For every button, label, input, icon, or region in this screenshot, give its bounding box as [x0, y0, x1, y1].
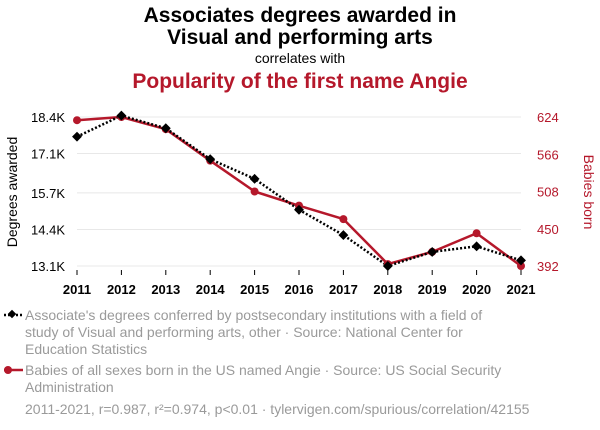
right-tick-label: 508 — [537, 185, 559, 200]
series-1-point — [116, 110, 127, 121]
series-2-point — [250, 187, 259, 196]
x-tick-label: 2021 — [507, 282, 536, 297]
x-tick-label: 2014 — [196, 282, 226, 297]
series-2-point — [517, 262, 525, 270]
series-lines — [76, 114, 522, 268]
footer-stats: 2011-2021, r=0.987, r²=0.974, p<0.01 · t… — [25, 401, 530, 417]
left-tick-label: 13.1K — [31, 259, 65, 274]
right-axis-ticks: 392 450 508 566 624 — [537, 110, 559, 274]
x-tick-label: 2011 — [63, 282, 91, 297]
chart-title-line-2: Visual and performing arts — [167, 26, 433, 49]
legend-marker-series-2 — [4, 366, 12, 374]
left-tick-label: 14.4K — [31, 222, 65, 237]
chart-title-line-1: Associates degrees awarded in — [144, 4, 457, 27]
x-tick-label: 2020 — [462, 282, 491, 297]
chart-title-second: Popularity of the first name Angie — [132, 70, 467, 93]
left-axis-label: Degrees awarded — [4, 137, 20, 248]
x-tick-label: 2019 — [418, 282, 447, 297]
series-1-point — [249, 173, 260, 184]
left-tick-label: 15.7K — [31, 186, 65, 201]
legend-item-2-line-1: Babies of all sexes born in the US named… — [25, 362, 501, 378]
right-tick-label: 624 — [537, 110, 559, 125]
x-tick-label: 2013 — [151, 282, 180, 297]
right-tick-label: 392 — [537, 259, 559, 274]
right-axis-label: Babies born — [581, 155, 597, 230]
x-axis-ticks: 2011 2012 2013 2014 2015 2016 2017 2018 2019 2020… — [63, 270, 536, 297]
series-2-point — [73, 116, 81, 125]
right-tick-label: 450 — [537, 222, 559, 237]
series-1-point — [72, 131, 82, 142]
legend-marker-series-1 — [7, 309, 17, 319]
series-1-point — [427, 246, 438, 257]
legend-item-1-line-2: study of Visual and performing arts, oth… — [25, 324, 463, 340]
legend-item-1-line-1: Associate's degrees conferred by postsec… — [25, 307, 482, 323]
series-2-point — [339, 215, 348, 224]
x-tick-label: 2018 — [373, 282, 402, 297]
series-1-point — [205, 154, 216, 165]
connector-text: correlates with — [255, 50, 345, 66]
series-1-point — [471, 241, 482, 252]
grid-lines — [77, 116, 521, 267]
series-1-point — [338, 230, 349, 241]
left-tick-label: 17.1K — [31, 147, 65, 162]
legend-item-2-line-2: Administration — [25, 379, 114, 395]
x-tick-label: 2017 — [329, 282, 358, 297]
series-markers — [72, 110, 526, 271]
series-1-point — [516, 255, 526, 266]
legend: Associate's degrees conferred by postsec… — [4, 307, 501, 395]
series-1-point — [160, 123, 171, 134]
left-axis-ticks: 13.1K 14.4K 15.7K 17.1K 18.4K — [31, 110, 65, 274]
left-tick-label: 18.4K — [31, 110, 65, 125]
series-2-line — [76, 115, 522, 268]
x-tick-label: 2016 — [285, 282, 314, 297]
x-tick-label: 2015 — [240, 282, 269, 297]
x-tick-label: 2012 — [107, 282, 136, 297]
series-1-point — [294, 204, 304, 215]
right-tick-label: 566 — [537, 147, 559, 162]
legend-item-1-line-3: Education Statistics — [25, 341, 147, 357]
series-1-point — [382, 261, 393, 271]
series-2-point — [472, 229, 481, 238]
